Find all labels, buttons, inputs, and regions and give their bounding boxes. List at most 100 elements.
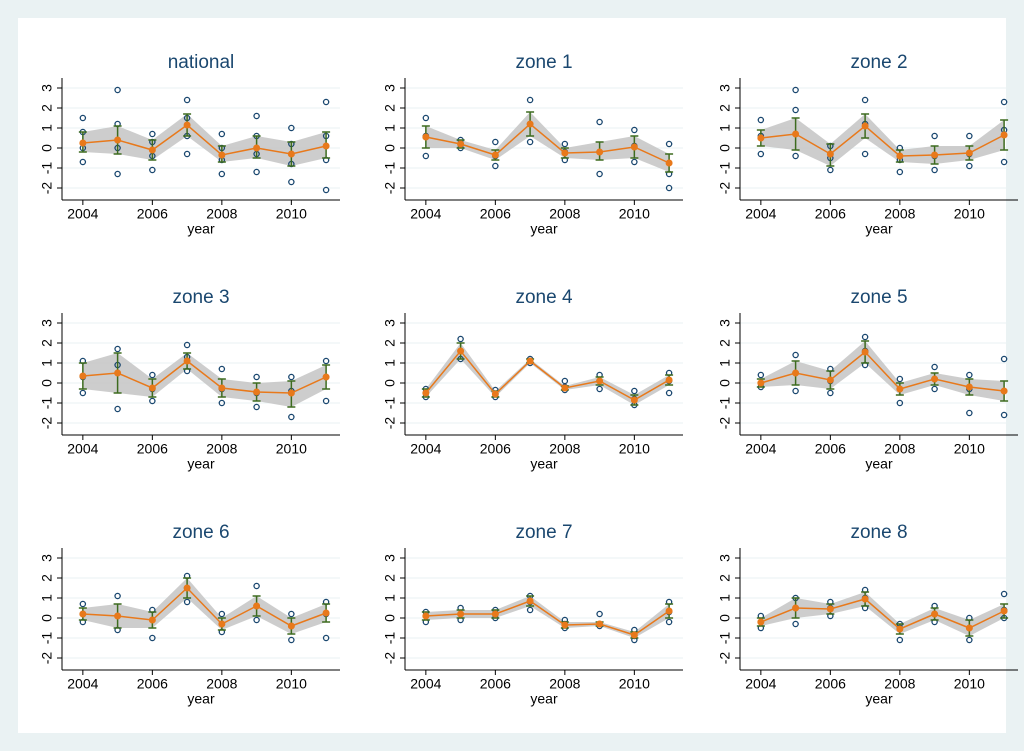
data-point <box>288 610 295 618</box>
mean-marker <box>526 120 534 128</box>
mean-marker <box>931 375 939 383</box>
mean-marker <box>183 357 191 365</box>
data-point <box>631 158 638 166</box>
mean-marker <box>861 122 869 130</box>
y-tick-label: -1 <box>717 632 733 645</box>
data-point <box>966 132 973 140</box>
data-point <box>253 373 260 381</box>
mean-marker <box>183 584 191 592</box>
data-point <box>322 186 330 194</box>
mean-marker <box>965 624 973 632</box>
data-point <box>861 150 869 158</box>
y-tick-label: 2 <box>39 574 55 582</box>
data-point <box>492 138 499 146</box>
mean-marker <box>792 369 800 377</box>
panel-title: zone 5 <box>850 287 907 308</box>
x-tick-label: 2006 <box>815 676 846 692</box>
x-tick-label: 2004 <box>67 206 98 222</box>
data-point <box>322 634 330 642</box>
y-tick-label: 3 <box>39 319 55 327</box>
mean-marker <box>422 389 430 397</box>
mean-marker <box>931 151 939 159</box>
mean-marker <box>630 631 638 639</box>
mean-marker <box>1000 387 1008 395</box>
panel-title: zone 6 <box>172 522 229 543</box>
mean-marker <box>148 384 156 392</box>
data-point <box>757 371 765 379</box>
mean-marker <box>665 159 673 167</box>
data-point <box>79 114 87 122</box>
data-point <box>114 405 121 413</box>
mean-marker <box>826 376 834 384</box>
mean-marker <box>218 620 226 628</box>
data-point <box>526 138 534 146</box>
mean-marker <box>896 385 904 393</box>
y-tick-label: 3 <box>717 554 733 562</box>
data-point <box>561 140 569 148</box>
data-point <box>1000 590 1008 598</box>
x-tick-label: 2010 <box>619 676 650 692</box>
data-point <box>183 150 191 158</box>
x-tick-label: 2008 <box>884 676 915 692</box>
data-point <box>322 98 330 106</box>
mean-marker <box>457 347 465 355</box>
x-tick-label: 2010 <box>954 206 985 222</box>
data-point <box>792 620 799 628</box>
data-point <box>631 387 638 395</box>
mean-marker <box>114 136 122 144</box>
data-point <box>422 152 430 160</box>
y-tick-label: 2 <box>717 574 733 582</box>
x-tick-label: 2008 <box>884 441 915 457</box>
data-point <box>322 357 330 365</box>
data-point <box>218 170 226 178</box>
data-point <box>149 634 156 642</box>
data-point <box>322 397 330 405</box>
y-tick-label: -1 <box>39 397 55 410</box>
mean-marker <box>896 152 904 160</box>
mean-marker <box>630 396 638 404</box>
data-point <box>966 409 973 417</box>
panel-title: zone 1 <box>515 52 572 73</box>
mean-marker <box>861 348 869 356</box>
data-point <box>492 162 499 170</box>
data-point <box>827 166 834 174</box>
y-tick-label: -2 <box>717 652 733 665</box>
x-tick-label: 2004 <box>67 676 98 692</box>
ci-band <box>760 114 1005 166</box>
mean-marker <box>253 388 261 396</box>
y-tick-label: -2 <box>39 417 55 430</box>
x-axis-label: year <box>187 691 215 707</box>
x-tick-label: 2004 <box>745 441 776 457</box>
data-point <box>931 363 938 371</box>
data-point <box>114 592 121 600</box>
mean-marker <box>526 357 534 365</box>
data-point <box>1000 411 1008 419</box>
mean-marker <box>757 134 765 142</box>
data-point <box>827 389 834 397</box>
y-tick-label: 2 <box>382 339 398 347</box>
y-tick-label: 0 <box>382 144 398 152</box>
y-tick-label: 0 <box>382 614 398 622</box>
mean-marker <box>287 150 295 158</box>
mean-marker <box>596 377 604 385</box>
data-point <box>114 345 121 353</box>
x-tick-label: 2008 <box>206 676 237 692</box>
x-tick-label: 2008 <box>549 676 580 692</box>
mean-marker <box>965 383 973 391</box>
data-point <box>183 598 191 606</box>
data-point <box>253 616 260 624</box>
x-tick-label: 2004 <box>410 206 441 222</box>
mean-marker <box>79 610 87 618</box>
y-tick-label: -1 <box>382 162 398 175</box>
mean-marker <box>1000 607 1008 615</box>
mean-marker <box>422 133 430 141</box>
mean-marker <box>757 379 765 387</box>
data-point <box>149 371 156 379</box>
data-point <box>253 112 260 120</box>
data-point <box>966 162 973 170</box>
data-point <box>665 618 673 626</box>
x-tick-label: 2010 <box>276 441 307 457</box>
mean-line <box>760 350 1005 392</box>
data-point <box>665 184 673 192</box>
y-tick-label: 1 <box>382 359 398 367</box>
